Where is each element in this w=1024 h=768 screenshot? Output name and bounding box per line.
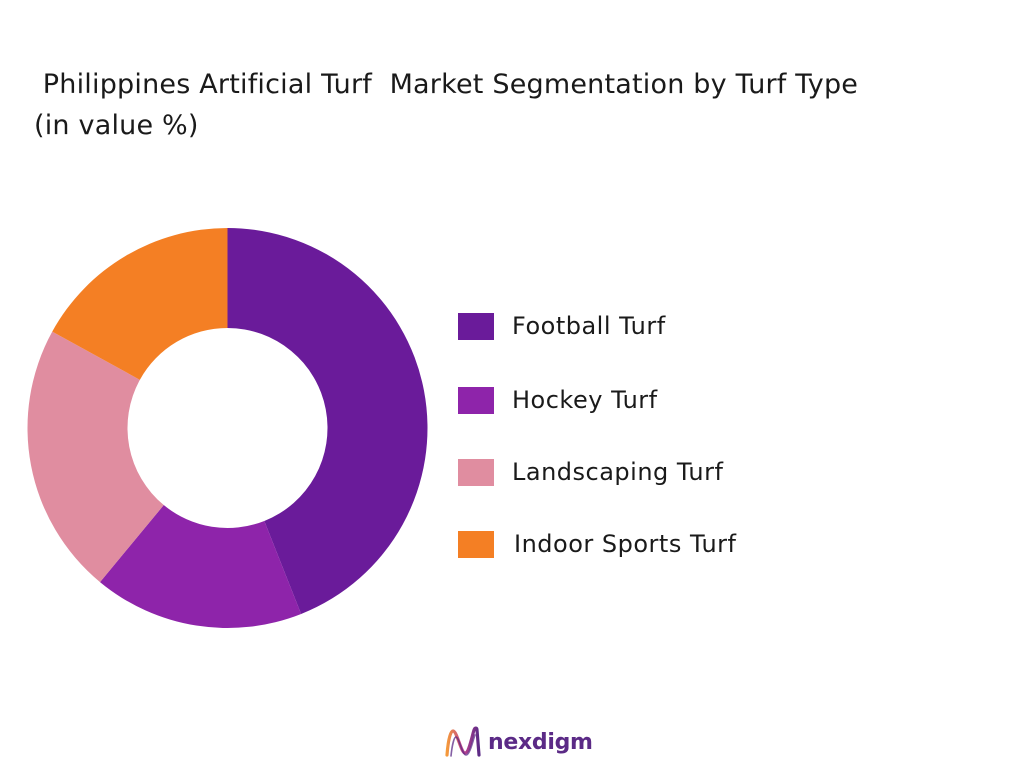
legend-label-landscaping-turf: Landscaping Turf bbox=[512, 458, 724, 486]
legend-label-football-turf: Football Turf bbox=[512, 312, 666, 340]
donut-slice-landscaping-turf bbox=[27, 331, 164, 583]
legend-item-hockey-turf: Hockey Turf bbox=[458, 382, 658, 418]
legend-swatch-indoor-sports-turf bbox=[458, 530, 494, 558]
legend-swatch-football-turf bbox=[458, 312, 494, 340]
chart-title: Philippines Artificial Turf Market Segme… bbox=[34, 69, 859, 141]
legend-item-indoor-sports-turf: Indoor Sports Turf bbox=[458, 526, 737, 562]
legend-item-football-turf: Football Turf bbox=[458, 308, 666, 344]
legend-item-landscaping-turf: Landscaping Turf bbox=[458, 454, 723, 490]
legend-label-hockey-turf: Hockey Turf bbox=[512, 386, 658, 414]
legend-label-indoor-sports-turf: Indoor Sports Turf bbox=[514, 530, 737, 558]
brand-logo: nexdigm bbox=[444, 722, 593, 762]
brand-name: nexdigm bbox=[488, 729, 593, 755]
nexdigm-logo-icon bbox=[445, 726, 481, 757]
legend-swatch-landscaping-turf bbox=[458, 458, 494, 486]
legend-swatch-hockey-turf bbox=[458, 386, 494, 414]
donut-slice-hockey-turf bbox=[100, 505, 302, 628]
donut-slice-football-turf bbox=[227, 228, 428, 614]
donut-slice-indoor-sports-turf bbox=[52, 228, 228, 380]
